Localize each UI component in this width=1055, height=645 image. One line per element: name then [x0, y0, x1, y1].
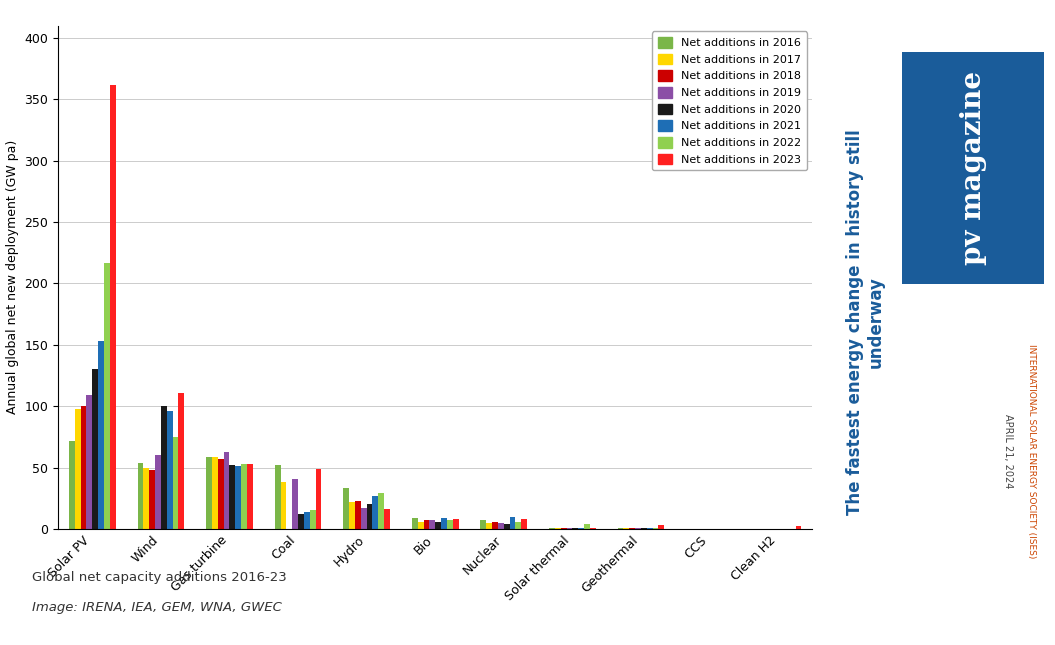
Bar — [343, 488, 349, 529]
Bar — [584, 524, 590, 529]
Bar — [372, 496, 379, 529]
Bar — [242, 464, 247, 529]
Bar — [104, 263, 110, 529]
Bar — [624, 528, 629, 529]
Bar — [629, 528, 635, 529]
Bar — [441, 518, 447, 529]
Bar — [653, 528, 658, 529]
Bar — [217, 459, 224, 529]
Bar — [361, 508, 367, 529]
Bar — [349, 502, 354, 529]
Text: Image: IRENA, IEA, GEM, WNA, GWEC: Image: IRENA, IEA, GEM, WNA, GWEC — [32, 601, 282, 614]
Text: INTERNATIONAL SOLAR ENERGY SOCIETY (ISES): INTERNATIONAL SOLAR ENERGY SOCIETY (ISES… — [1028, 344, 1036, 559]
Text: The fastest energy change in history still
underway: The fastest energy change in history sti… — [846, 130, 884, 515]
Bar — [453, 519, 459, 529]
Bar — [206, 457, 212, 529]
Bar — [367, 504, 372, 529]
Bar — [795, 526, 802, 529]
Bar — [573, 528, 578, 529]
Bar — [98, 341, 104, 529]
Bar — [149, 470, 155, 529]
Bar — [274, 465, 281, 529]
Bar — [641, 528, 647, 529]
Bar — [87, 395, 93, 529]
Bar — [137, 462, 143, 529]
Bar — [647, 528, 653, 529]
Bar — [292, 479, 298, 529]
Bar — [224, 451, 230, 529]
Bar — [379, 493, 384, 529]
Bar — [167, 411, 173, 529]
Bar — [516, 522, 521, 529]
Bar — [590, 528, 596, 529]
Bar — [110, 84, 116, 529]
Bar — [304, 511, 310, 529]
Bar — [173, 437, 178, 529]
Y-axis label: Annual global net new deployment (GW pa): Annual global net new deployment (GW pa) — [6, 140, 19, 415]
Bar — [299, 514, 304, 529]
Bar — [80, 406, 87, 529]
Bar — [567, 528, 572, 529]
Bar — [436, 522, 441, 529]
Bar — [281, 482, 286, 529]
Bar — [315, 469, 322, 529]
Bar — [354, 501, 361, 529]
Bar — [635, 528, 641, 529]
Bar — [521, 519, 528, 529]
Bar — [480, 521, 486, 529]
Bar — [658, 525, 665, 529]
Text: pv magazine: pv magazine — [960, 71, 986, 264]
Bar — [247, 464, 253, 529]
Bar — [510, 517, 516, 529]
Bar — [492, 522, 498, 529]
Bar — [384, 510, 390, 529]
Bar — [486, 522, 492, 529]
Bar — [504, 524, 510, 529]
Text: APRIL 21, 2024: APRIL 21, 2024 — [1002, 414, 1013, 489]
Bar — [617, 528, 624, 529]
Bar — [555, 528, 560, 529]
Bar — [69, 441, 75, 529]
Bar — [160, 406, 167, 529]
Text: Global net capacity additions 2016-23: Global net capacity additions 2016-23 — [32, 571, 286, 584]
Bar — [230, 465, 235, 529]
Bar — [447, 521, 453, 529]
Bar — [560, 528, 567, 529]
Legend: Net additions in 2016, Net additions in 2017, Net additions in 2018, Net additio: Net additions in 2016, Net additions in … — [652, 32, 807, 170]
Bar — [549, 528, 555, 529]
Bar — [578, 528, 584, 529]
Bar — [155, 455, 161, 529]
Bar — [423, 521, 429, 529]
Bar — [212, 457, 217, 529]
Bar — [235, 466, 242, 529]
Bar — [418, 522, 423, 529]
Bar — [429, 521, 435, 529]
Bar — [93, 370, 98, 529]
Bar — [411, 518, 418, 529]
Bar — [178, 393, 185, 529]
Bar — [75, 409, 80, 529]
Bar — [143, 468, 149, 529]
Bar — [310, 510, 315, 529]
Bar — [498, 522, 503, 529]
